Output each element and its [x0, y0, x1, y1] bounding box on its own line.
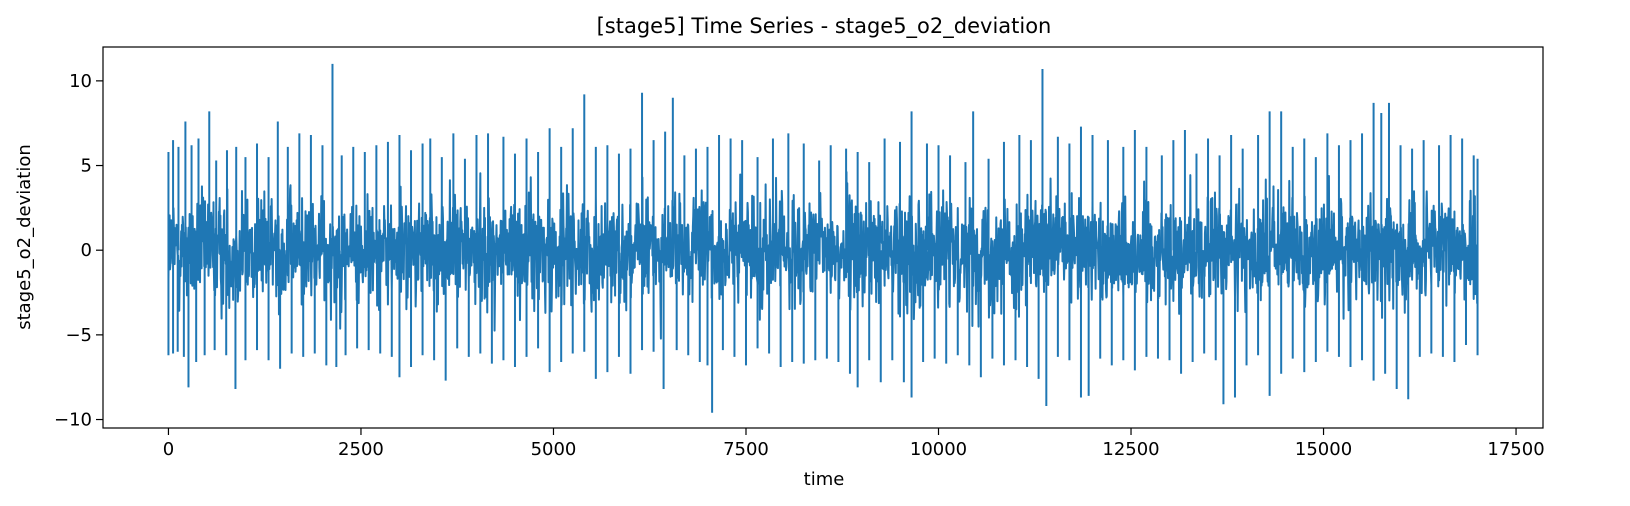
- chart-title: [stage5] Time Series - stage5_o2_deviati…: [597, 14, 1052, 39]
- x-tick-label: 2500: [338, 439, 384, 460]
- y-tick-label: 0: [81, 240, 92, 261]
- y-tick-label: 10: [69, 71, 92, 92]
- x-tick-label: 12500: [1102, 439, 1159, 460]
- y-axis: −10 −5 0 5 10: [54, 71, 103, 431]
- x-tick-label: 5000: [531, 439, 577, 460]
- y-tick-label: −5: [65, 325, 92, 346]
- x-axis: 0 2500 5000 7500 10000 12500 15000 17500: [163, 428, 1545, 460]
- x-tick-label: 17500: [1487, 439, 1544, 460]
- series-layer: [167, 63, 1479, 413]
- series-line: [167, 63, 1479, 413]
- y-tick-label: 5: [81, 156, 92, 177]
- x-tick-label: 0: [163, 439, 174, 460]
- x-tick-label: 7500: [723, 439, 769, 460]
- x-tick-label: 15000: [1295, 439, 1352, 460]
- x-axis-label: time: [804, 469, 845, 490]
- y-tick-label: −10: [54, 410, 92, 431]
- x-tick-label: 10000: [910, 439, 967, 460]
- plot-frame: [102, 46, 1544, 429]
- y-axis-label: stage5_o2_deviation: [14, 144, 35, 330]
